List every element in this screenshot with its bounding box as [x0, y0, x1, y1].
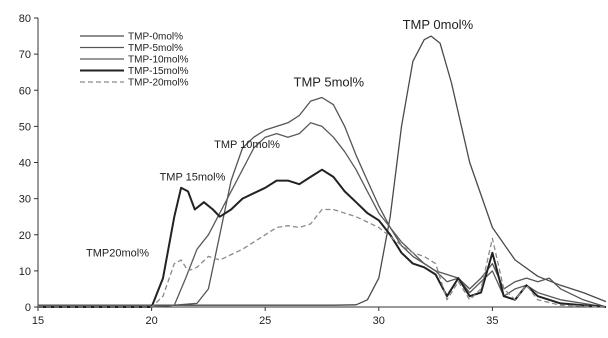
legend: TMP-0mol%TMP-5mol%TMP-10mol%TMP-15mol%TM… — [80, 32, 189, 89]
annotation-label-0: TMP 0mol% — [403, 17, 474, 32]
y-tick-label: 0 — [25, 302, 31, 314]
series-line-4 — [38, 208, 607, 308]
axes: 0 10 20 30 40 50 60 70 80 15 20 25 30 35 — [19, 13, 606, 327]
x-tick-label: 25 — [259, 315, 271, 327]
y-tick-label: 80 — [19, 13, 31, 25]
series-layer — [38, 35, 607, 308]
annotation-label-1: TMP 5mol% — [294, 75, 365, 90]
y-tick-label: 30 — [19, 194, 31, 206]
x-tick-label: 35 — [486, 315, 498, 327]
legend-label-0: TMP-0mol% — [128, 32, 183, 43]
y-tick-label: 10 — [19, 266, 31, 278]
annotation-label-4: TMP20mol% — [86, 247, 149, 259]
legend-label-4: TMP-20mol% — [128, 78, 189, 89]
x-tick-label: 30 — [373, 315, 385, 327]
y-tick-label: 40 — [19, 158, 31, 170]
legend-label-3: TMP-15mol% — [128, 66, 189, 77]
y-tick-label: 20 — [19, 230, 31, 242]
series-line-3 — [38, 168, 607, 308]
x-tick-label: 15 — [32, 315, 44, 327]
series-line-1 — [38, 96, 607, 308]
annotation-label-3: TMP 15mol% — [160, 172, 226, 184]
y-tick-label: 50 — [19, 121, 31, 133]
series-line-0 — [38, 35, 607, 306]
annotation-label-2: TMP 10mol% — [214, 139, 280, 151]
x-tick-label: 20 — [145, 315, 157, 327]
y-tick-label: 60 — [19, 85, 31, 97]
annotations: TMP 0mol% TMP 5mol% TMP 10mol% TMP 15mol% TM… — [86, 17, 474, 260]
legend-label-2: TMP-10mol% — [128, 55, 189, 66]
y-tick-label: 70 — [19, 49, 31, 61]
legend-label-1: TMP-5mol% — [128, 43, 183, 54]
